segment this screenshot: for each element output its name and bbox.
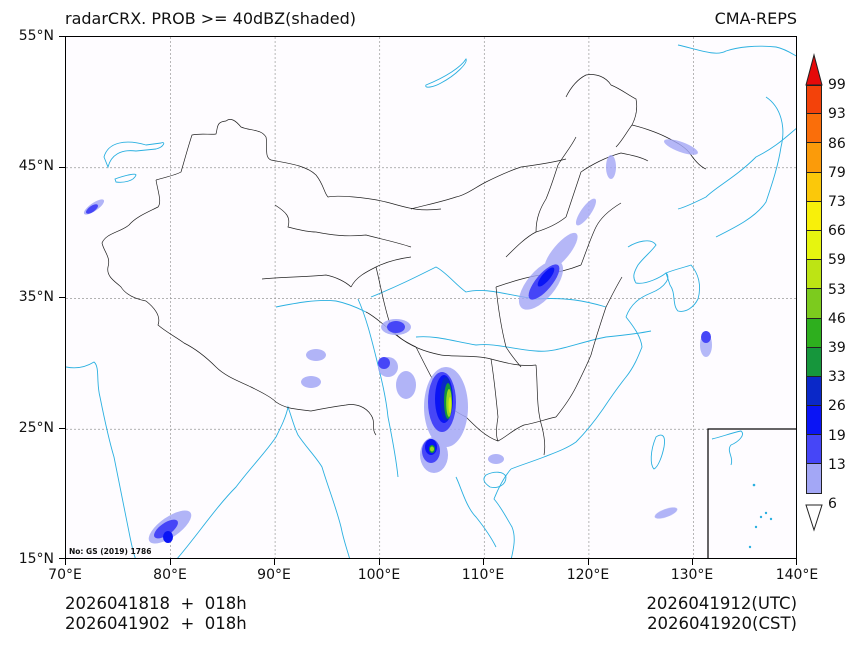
colorbar-segment xyxy=(806,376,822,407)
south-china-sea-inset xyxy=(707,428,796,558)
x-tick-label: 110°E xyxy=(461,567,505,583)
x-tick xyxy=(170,559,171,565)
y-tick-label: 25°N xyxy=(18,420,54,436)
y-tick xyxy=(59,428,65,429)
y-tick-label: 15°N xyxy=(18,551,54,567)
x-tick-label: 140°E xyxy=(775,567,819,583)
colorbar-segment xyxy=(806,230,822,261)
colorbar xyxy=(806,85,822,494)
colorbar-label: 53 xyxy=(828,282,846,298)
x-tick xyxy=(483,559,484,565)
colorbar-label: 66 xyxy=(828,223,846,239)
chart-title: radarCRX. PROB >= 40dBZ(shaded) xyxy=(65,9,357,28)
colorbar-label: 39 xyxy=(828,340,846,356)
colorbar-label: 46 xyxy=(828,311,846,327)
colorbar-segment xyxy=(806,289,822,319)
x-tick xyxy=(588,559,589,565)
valid-time-cst: 2026041920(CST) xyxy=(647,614,797,633)
colorbar-segment xyxy=(806,318,822,348)
colorbar-label: 59 xyxy=(828,252,846,268)
x-tick-label: 120°E xyxy=(566,567,610,583)
colorbar-segment xyxy=(806,406,822,436)
y-tick xyxy=(59,36,65,37)
x-tick-label: 70°E xyxy=(48,567,82,583)
x-tick xyxy=(692,559,693,565)
init-time-cst: 2026041902 + 018h xyxy=(65,614,247,633)
valid-time-block: 2026041912(UTC) 2026041920(CST) xyxy=(646,594,797,634)
x-tick xyxy=(379,559,380,565)
colorbar-label: 13 xyxy=(828,457,846,473)
y-tick-label: 45°N xyxy=(18,158,54,174)
colorbar-segment xyxy=(806,85,822,115)
colorbar-label: 26 xyxy=(828,398,846,414)
y-tick xyxy=(59,558,65,559)
coastlines-rivers xyxy=(66,44,796,558)
probability-shading xyxy=(83,139,712,544)
colorbar-label: 19 xyxy=(828,428,846,444)
colorbar-label: 79 xyxy=(828,165,846,181)
y-tick xyxy=(59,297,65,298)
colorbar-label: 6 xyxy=(828,496,837,512)
colorbar-label: 73 xyxy=(828,194,846,210)
colorbar-segment xyxy=(806,347,822,377)
gridlines xyxy=(66,37,796,558)
x-tick xyxy=(274,559,275,565)
x-tick-label: 130°E xyxy=(670,567,714,583)
y-tick xyxy=(59,167,65,168)
model-name: CMA-REPS xyxy=(714,9,797,28)
colorbar-label: 99 xyxy=(828,77,846,93)
colorbar-segment xyxy=(806,435,822,465)
colorbar-segment xyxy=(806,260,822,290)
init-time-utc: 2026041818 + 018h xyxy=(65,594,247,613)
map-canvas xyxy=(66,37,796,558)
borders xyxy=(101,74,707,456)
colorbar-segment xyxy=(806,114,822,144)
x-tick xyxy=(65,559,66,565)
y-tick-label: 55°N xyxy=(18,28,54,44)
colorbar-segment xyxy=(806,201,822,231)
colorbar-label: 93 xyxy=(828,106,846,122)
colorbar-segment xyxy=(806,464,822,494)
colorbar-label: 33 xyxy=(828,369,846,385)
init-time-block: 2026041818 + 018h 2026041902 + 018h xyxy=(65,594,247,634)
y-tick-label: 35°N xyxy=(18,289,54,305)
colorbar-label: 86 xyxy=(828,136,846,152)
valid-time-utc: 2026041912(UTC) xyxy=(646,594,797,613)
x-tick-label: 80°E xyxy=(153,567,187,583)
colorbar-segment xyxy=(806,172,822,202)
x-tick-label: 90°E xyxy=(257,567,291,583)
x-tick xyxy=(796,559,797,565)
x-tick-label: 100°E xyxy=(357,567,401,583)
colorbar-segment xyxy=(806,143,822,173)
map-review-number: No: GS (2019) 1786 xyxy=(69,547,152,556)
map-plot-area: No: GS (2019) 1786 xyxy=(65,36,797,559)
